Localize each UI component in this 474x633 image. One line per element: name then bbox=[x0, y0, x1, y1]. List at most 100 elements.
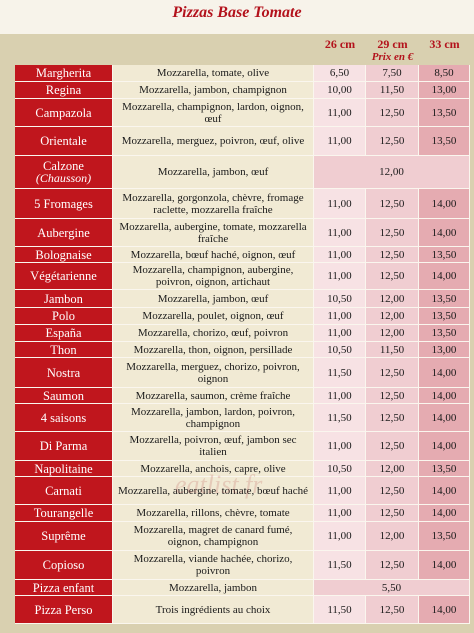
price: 11,00 bbox=[314, 219, 366, 247]
price: 12,50 bbox=[366, 505, 419, 522]
price: 12,50 bbox=[366, 596, 419, 624]
price: 11,50 bbox=[366, 82, 419, 99]
price: 10,00 bbox=[314, 82, 366, 99]
text: Polo bbox=[52, 309, 75, 323]
price: 6,50 bbox=[314, 65, 366, 82]
pizza-name: Di Parma bbox=[15, 432, 113, 461]
ingredients: Mozzarella, bœuf haché, oignon, œuf bbox=[113, 247, 314, 263]
size-header: 33 cm bbox=[429, 37, 460, 51]
text: Saumon bbox=[43, 388, 84, 403]
ingredients: Mozzarella, viande hachée, chorizo, poiv… bbox=[113, 551, 314, 580]
pizza-name: Aubergine bbox=[15, 219, 113, 247]
price: 12,50 bbox=[366, 219, 419, 247]
pizza-name: Thon bbox=[15, 342, 113, 358]
price: 8,50 bbox=[419, 65, 470, 82]
price: 14,00 bbox=[419, 477, 470, 505]
price: 7,50 bbox=[366, 65, 419, 82]
title-band bbox=[0, 0, 474, 34]
price: 12,50 bbox=[366, 247, 419, 263]
price: 12,00 bbox=[366, 290, 419, 308]
price: 14,00 bbox=[419, 551, 470, 580]
price: 11,50 bbox=[314, 358, 366, 388]
pizza-name: Suprême bbox=[15, 522, 113, 551]
price: 13,50 bbox=[419, 99, 470, 127]
ingredients: Mozzarella, poulet, oignon, œuf bbox=[113, 308, 314, 325]
price: 12,50 bbox=[366, 388, 419, 404]
ingredients: Mozzarella, jambon, œuf bbox=[113, 156, 314, 189]
text: Orientale bbox=[40, 134, 87, 148]
price: 13,00 bbox=[419, 342, 470, 358]
price: 11,00 bbox=[314, 432, 366, 461]
pizza-name: Carnati bbox=[15, 477, 113, 505]
text: 5 Fromages bbox=[34, 196, 93, 211]
pizza-name: Nostra bbox=[15, 358, 113, 388]
text: Bolognaise bbox=[35, 247, 92, 262]
ingredients: Mozzarella, anchois, capre, olive bbox=[113, 461, 314, 477]
ingredients: Trois ingrédients au choix bbox=[113, 596, 314, 624]
ingredients: Mozzarella, magret de canard fumé, oigno… bbox=[113, 522, 314, 551]
price: 13,50 bbox=[419, 461, 470, 477]
text: Di Parma bbox=[39, 439, 88, 453]
ingredients: Mozzarella, jambon, œuf bbox=[113, 290, 314, 308]
title: Pizzas Base Tomate bbox=[172, 4, 302, 21]
size-header: 29 cm bbox=[377, 37, 408, 51]
price: 11,50 bbox=[314, 551, 366, 580]
price: 12,50 bbox=[366, 432, 419, 461]
price: 11,00 bbox=[314, 522, 366, 551]
text: Napolitaine bbox=[34, 461, 93, 476]
price: 12,50 bbox=[366, 551, 419, 580]
ingredients: Mozzarella, merguez, chorizo, poivron, o… bbox=[113, 358, 314, 388]
pizza-name: Regina bbox=[15, 82, 113, 99]
price: 14,00 bbox=[419, 432, 470, 461]
pizza-name: Bolognaise bbox=[15, 247, 113, 263]
price: 11,50 bbox=[314, 404, 366, 432]
text: Jambon bbox=[44, 291, 83, 306]
text: España bbox=[45, 326, 82, 340]
price: 11,00 bbox=[314, 477, 366, 505]
price: 10,50 bbox=[314, 342, 366, 358]
ingredients: Mozzarella, rillons, chèvre, tomate bbox=[113, 505, 314, 522]
ingredients: Mozzarella, tomate, olive bbox=[113, 65, 314, 82]
price: 12,00 bbox=[366, 461, 419, 477]
ingredients: Mozzarella, champignon, aubergine, poivr… bbox=[113, 263, 314, 290]
ingredients: Mozzarella, thon, oignon, persillade bbox=[113, 342, 314, 358]
price: 12,00 bbox=[366, 325, 419, 342]
text: Végétarienne bbox=[30, 269, 97, 283]
price: 5,50 bbox=[314, 580, 470, 596]
price: 14,00 bbox=[419, 358, 470, 388]
price: 11,50 bbox=[366, 342, 419, 358]
pizza-name: Copioso bbox=[15, 551, 113, 580]
price: 11,50 bbox=[314, 596, 366, 624]
price: 13,50 bbox=[419, 308, 470, 325]
price: 12,00 bbox=[366, 522, 419, 551]
pizza-name: Polo bbox=[15, 308, 113, 325]
price: 12,00 bbox=[366, 308, 419, 325]
ingredients: Mozzarella, champignon, lardon, oignon, … bbox=[113, 99, 314, 127]
text: Calzone bbox=[43, 159, 84, 173]
price: 11,00 bbox=[314, 247, 366, 263]
price: 13,50 bbox=[419, 325, 470, 342]
text: Suprême bbox=[41, 529, 86, 543]
price: 14,00 bbox=[419, 404, 470, 432]
text: Pizza Perso bbox=[34, 602, 93, 617]
pizza-note: (Chausson) bbox=[35, 171, 92, 185]
price: 10,50 bbox=[314, 290, 366, 308]
text: Regina bbox=[45, 83, 82, 97]
price: 11,00 bbox=[314, 263, 366, 290]
text: Nostra bbox=[46, 365, 81, 380]
price-note: Prix en € bbox=[371, 51, 414, 63]
text: Copioso bbox=[42, 558, 85, 572]
ingredients: Mozzarella, aubergine, tomate, mozzarell… bbox=[113, 219, 314, 247]
price: 12,50 bbox=[366, 404, 419, 432]
ingredients: Mozzarella, aubergine, tomate, bœuf hach… bbox=[113, 477, 314, 505]
pizza-name: Calzone (Chausson) bbox=[15, 156, 113, 189]
text: Aubergine bbox=[37, 225, 90, 240]
price: 11,00 bbox=[314, 325, 366, 342]
ingredients: Mozzarella, merguez, poivron, œuf, olive bbox=[113, 127, 314, 156]
text: Carnati bbox=[45, 483, 82, 498]
pizza-name: Pizza Perso bbox=[15, 596, 113, 624]
text: Campazola bbox=[35, 105, 92, 120]
text: Pizza enfant bbox=[32, 580, 95, 595]
pizza-name: Napolitaine bbox=[15, 461, 113, 477]
